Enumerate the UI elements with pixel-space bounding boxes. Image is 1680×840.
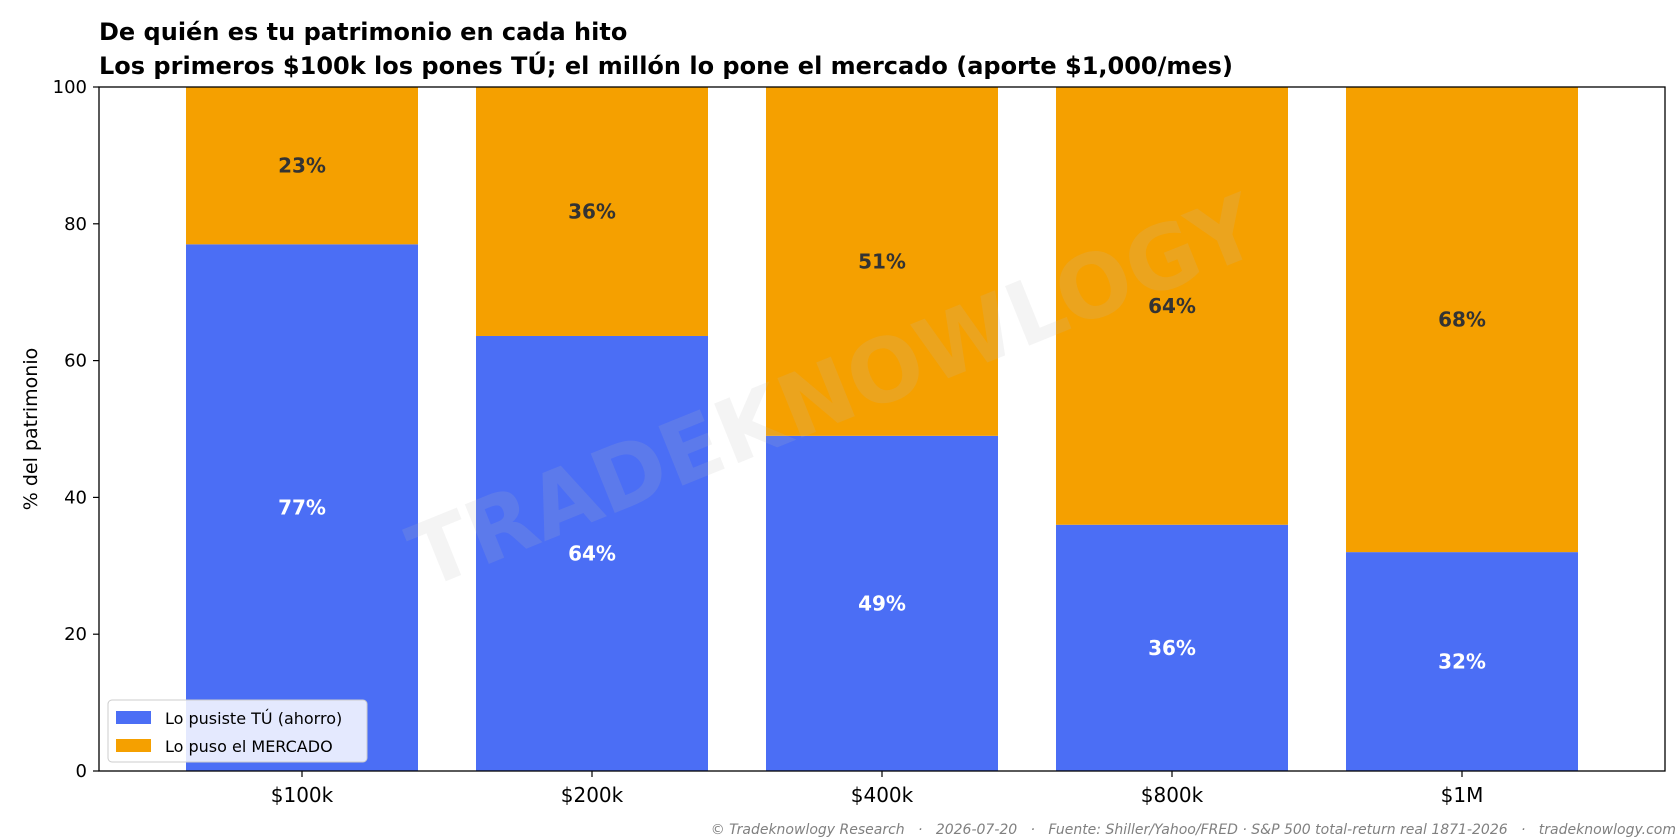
- bar-label-tu-1: 64%: [568, 541, 616, 565]
- x-tick-label: $800k: [1141, 783, 1204, 807]
- x-tick-label: $100k: [271, 783, 334, 807]
- legend-box: [107, 699, 368, 763]
- bar-mercado-0: [186, 87, 418, 245]
- y-tick-label: 60: [64, 351, 87, 372]
- x-tick-label: $400k: [851, 783, 914, 807]
- bar-label-tu-4: 32%: [1438, 650, 1486, 674]
- chart-subtitle: Los primeros $100k los pones TÚ; el mill…: [99, 50, 1233, 80]
- bar-mercado-2: [766, 87, 998, 436]
- y-tick-label: 40: [64, 487, 87, 508]
- bar-mercado-4: [1346, 87, 1578, 553]
- y-tick-label: 20: [64, 624, 87, 645]
- chart-title: De quién es tu patrimonio en cada hito: [99, 18, 627, 46]
- bar-labels-layer: 77% 23% 64% 36% 49% 51% 36% 64% 32% 68%: [278, 154, 1486, 674]
- bar-mercado-1: [476, 87, 708, 336]
- bar-tu-1: [476, 335, 708, 771]
- y-tick-label: 100: [53, 77, 87, 98]
- bars-layer: [186, 87, 1578, 771]
- y-tick-label: 80: [64, 214, 87, 235]
- bar-mercado-3: [1056, 87, 1288, 525]
- bar-tu-2: [766, 435, 998, 771]
- y-axis: 0 20 40 60 80 100: [53, 77, 99, 782]
- bar-label-tu-3: 36%: [1148, 636, 1196, 660]
- legend-swatch-mercado: [116, 739, 151, 752]
- y-tick-label: 0: [76, 761, 87, 782]
- y-axis-label: % del patrimonio: [20, 348, 42, 510]
- bar-label-tu-2: 49%: [858, 591, 906, 615]
- bar-tu-3: [1056, 524, 1288, 771]
- bar-label-tu-0: 77%: [278, 496, 326, 520]
- bar-label-mercado-2: 51%: [858, 249, 906, 273]
- legend-label-tu: Lo pusiste TÚ (ahorro): [165, 709, 342, 728]
- legend-swatch-tu: [116, 711, 151, 724]
- x-tick-label: $200k: [561, 783, 624, 807]
- legend: Lo pusiste TÚ (ahorro) Lo puso el MERCAD…: [107, 699, 368, 763]
- bar-label-mercado-0: 23%: [278, 154, 326, 178]
- bar-tu-0: [186, 244, 418, 771]
- x-axis: $100k $200k $400k $800k $1M: [271, 771, 1484, 807]
- bar-label-mercado-1: 36%: [568, 199, 616, 223]
- footer-credits: © Tradeknowlogy Research · 2026-07-20 · …: [711, 822, 1676, 838]
- legend-label-mercado: Lo puso el MERCADO: [165, 737, 333, 756]
- bar-label-mercado-3: 64%: [1148, 294, 1196, 318]
- bar-tu-4: [1346, 552, 1578, 771]
- x-tick-label: $1M: [1441, 783, 1484, 807]
- bar-label-mercado-4: 68%: [1438, 308, 1486, 332]
